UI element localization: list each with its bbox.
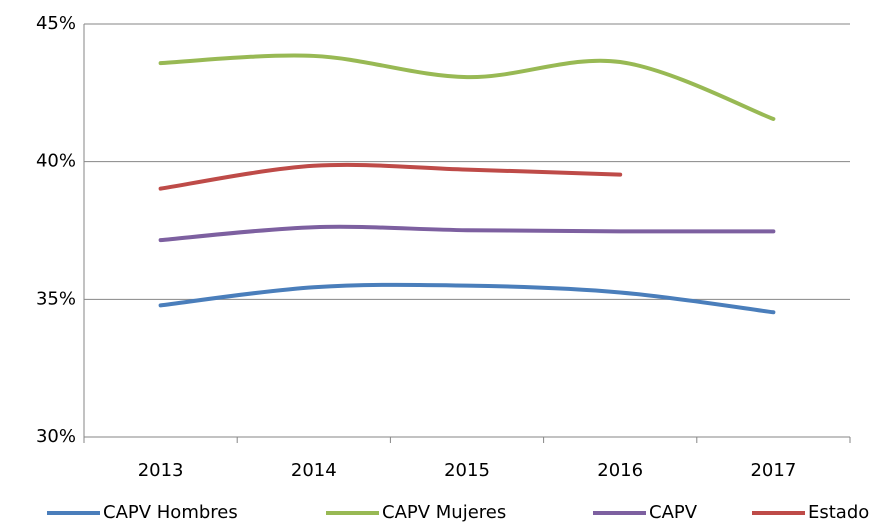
legend-label: CAPV bbox=[649, 502, 698, 523]
y-tick-label: 40% bbox=[36, 151, 76, 172]
x-tick-label: 2017 bbox=[750, 460, 796, 481]
y-tick-label: 35% bbox=[36, 288, 76, 309]
line bbox=[158, 224, 776, 243]
line bbox=[158, 53, 776, 121]
x-tick-label: 2016 bbox=[597, 460, 643, 481]
y-tick-label: 45% bbox=[36, 13, 76, 34]
x-tick-label: 2015 bbox=[444, 460, 490, 481]
line bbox=[158, 162, 623, 191]
legend-label: CAPV Mujeres bbox=[382, 502, 506, 523]
legend-label: Estado bbox=[808, 502, 869, 523]
y-tick-label: 30% bbox=[36, 426, 76, 447]
x-tick-label: 2013 bbox=[138, 460, 184, 481]
x-tick-label: 2014 bbox=[291, 460, 337, 481]
line bbox=[158, 282, 776, 315]
legend-label: CAPV Hombres bbox=[103, 502, 238, 523]
